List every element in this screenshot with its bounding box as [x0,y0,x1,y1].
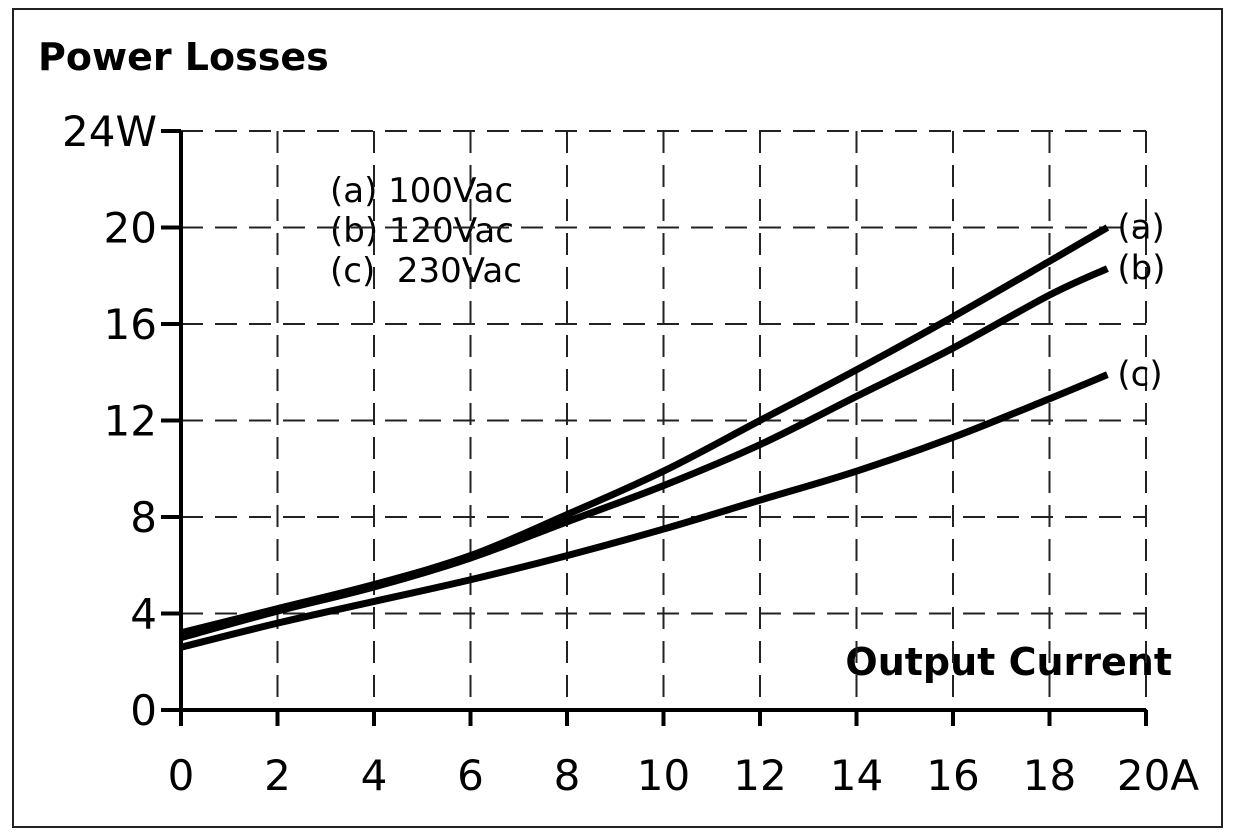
x-tick-label: 18 [1023,751,1076,800]
x-tick-label: 12 [733,751,786,800]
series-end-label: (c) [1117,355,1162,395]
legend: (a) 100Vac(b) 120Vac(c) 230Vac [330,171,522,291]
series-line-b [180,265,1109,641]
axes: 0 2 4 6 8 10 12 14 16 18 20A 0 4 8 12 16 20 24W [62,107,1199,800]
x-tick-label: 8 [554,751,581,800]
y-tick-label: 16 [104,300,157,349]
grid [181,130,1147,710]
series-line-c [180,371,1109,651]
x-tick-label: 16 [926,751,979,800]
series-end-label: (b) [1117,249,1165,289]
x-tick-label: 4 [361,751,388,800]
x-tick-label: 0 [168,751,195,800]
y-tick-label: 24W [62,107,157,156]
chart-title: Power Losses [38,35,329,79]
series-end-label: (a) [1117,208,1164,248]
x-axis-label: Output Current [845,640,1172,684]
legend-entry: (a) 100Vac [330,171,513,211]
y-tick-label: 4 [130,590,157,639]
y-tick-label: 0 [130,686,157,735]
legend-entry: (c) 230Vac [330,251,522,291]
x-tick-label: 20A [1117,751,1199,800]
x-tick-label: 6 [457,751,484,800]
legend-entry: (b) 120Vac [330,211,514,251]
x-tick-label: 2 [264,751,291,800]
x-tick-label: 14 [830,751,883,800]
y-tick-label: 12 [104,397,157,446]
x-tick-label: 10 [637,751,690,800]
chart-frame [12,8,1223,828]
series-lines: (a)(b) (c) [180,208,1166,651]
y-tick-label: 20 [104,204,157,253]
y-tick-label: 8 [130,493,157,542]
